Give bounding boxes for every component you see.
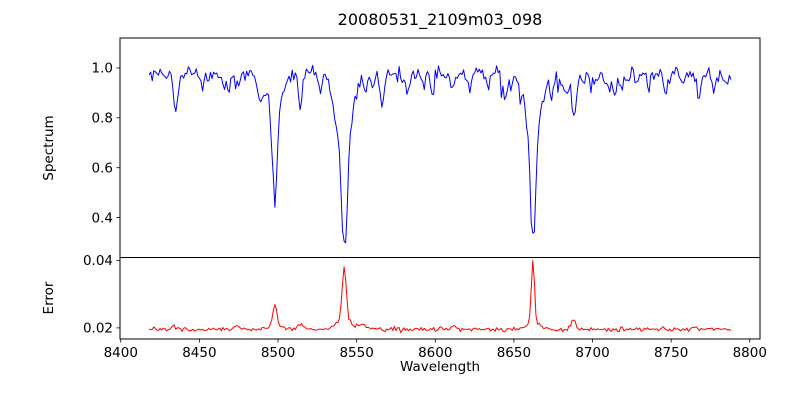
x-tick-label: 8700 <box>575 345 609 361</box>
spectrum-line <box>148 64 732 244</box>
y-tick-label: 0.6 <box>92 160 113 176</box>
x-tick-label: 8400 <box>104 345 138 361</box>
y-tick-label: 0.4 <box>92 210 113 226</box>
y-tick-label: 1.0 <box>92 61 113 77</box>
error-panel-frame <box>119 257 761 340</box>
y-tick-label: 0.04 <box>83 253 113 269</box>
x-tick-label: 8500 <box>261 345 295 361</box>
chart-title: 20080531_2109m03_098 <box>337 10 543 29</box>
x-tick-label: 8600 <box>418 345 452 361</box>
y-tick-label: 0.02 <box>83 321 113 337</box>
x-tick-label: 8550 <box>339 345 373 361</box>
x-tick-label: 8450 <box>182 345 216 361</box>
x-tick-label: 8800 <box>733 345 767 361</box>
y-tick-label: 0.8 <box>92 111 113 127</box>
x-tick-label: 8650 <box>497 345 531 361</box>
x-tick-label: 8750 <box>654 345 688 361</box>
error-line <box>148 260 732 334</box>
x-axis-label: Wavelength <box>399 359 481 375</box>
